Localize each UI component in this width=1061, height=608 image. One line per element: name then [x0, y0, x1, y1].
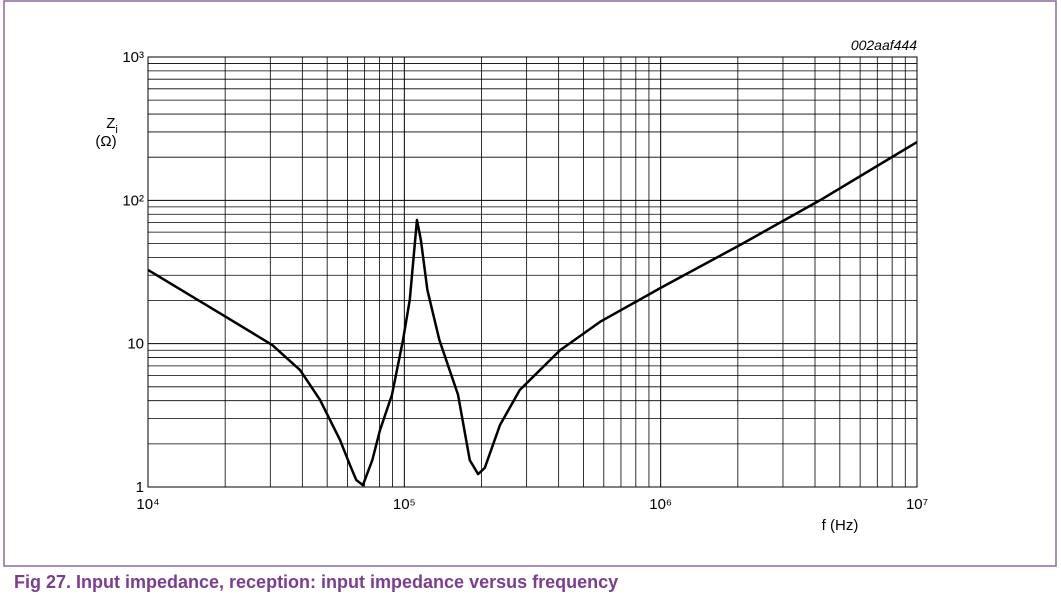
x-tick-label: 10⁴ [136, 496, 159, 513]
y-tick-label: 10³ [122, 49, 144, 66]
y-tick-label: 10 [127, 336, 144, 353]
y-tick-label: 10² [122, 192, 144, 209]
x-tick-label: 10⁷ [906, 496, 928, 513]
caption: Fig 27. Input impedance, reception: inpu… [14, 572, 618, 592]
y-axis-unit: (Ω) [95, 133, 116, 150]
y-label-symbol: Z [106, 115, 115, 132]
plot-border [147, 56, 918, 488]
data-line [147, 140, 918, 487]
x-tick-label: 10⁶ [649, 496, 672, 513]
y-tick-label: 1 [136, 479, 144, 496]
x-axis-label: f (Hz) [822, 517, 859, 534]
y-label-subscript: i [115, 124, 117, 136]
x-tick-label: 10⁵ [393, 496, 416, 513]
frame [3, 0, 1057, 567]
annotation: 002aaf444 [851, 37, 917, 53]
y-axis-label: Zi [106, 115, 118, 136]
